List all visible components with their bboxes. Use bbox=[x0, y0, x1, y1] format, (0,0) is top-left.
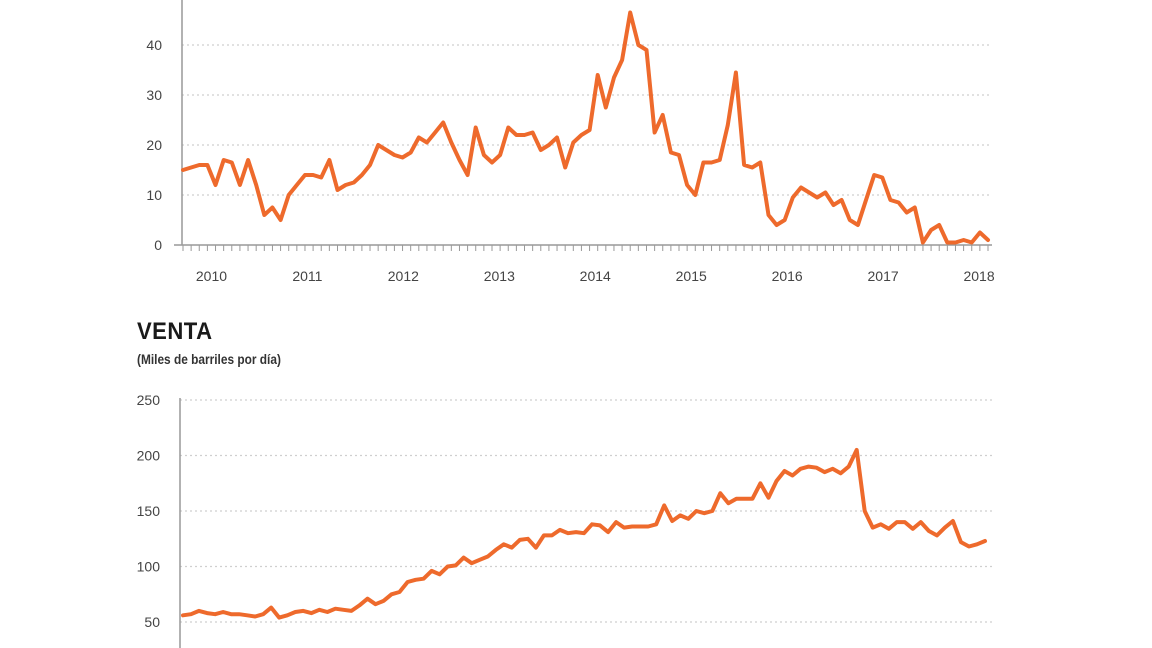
x-tick-label: 2013 bbox=[484, 268, 515, 284]
top-chart: 0 10 20 30 40 50 2010 2011 2012 2013 2014 2015 2016 2… bbox=[146, 0, 995, 284]
data-line bbox=[181, 10, 990, 245]
chart-title: VENTA bbox=[137, 318, 213, 345]
x-tick-label: 2018 bbox=[963, 268, 994, 284]
y-tick-label: 150 bbox=[137, 503, 161, 519]
chart-subtitle: (Miles de barriles por día) bbox=[137, 352, 281, 367]
x-tick-label: 2012 bbox=[388, 268, 419, 284]
y-tick-label: 200 bbox=[137, 448, 161, 464]
y-tick-label: 0 bbox=[154, 237, 162, 253]
y-tick-label: 30 bbox=[146, 87, 162, 103]
y-tick-label: 50 bbox=[146, 0, 162, 3]
x-tick-label: 2011 bbox=[292, 268, 322, 284]
y-tick-label: 50 bbox=[144, 614, 160, 630]
y-tick-label: 100 bbox=[137, 559, 161, 575]
x-tick-label: 2010 bbox=[196, 268, 227, 284]
venta-chart: 50 100 150 200 250 bbox=[137, 392, 992, 648]
y-tick-label: 20 bbox=[146, 137, 162, 153]
x-tick-label: 2014 bbox=[580, 268, 611, 284]
x-tick-label: 2017 bbox=[868, 268, 899, 284]
data-line bbox=[181, 447, 987, 620]
x-tick-label: 2015 bbox=[676, 268, 707, 284]
y-tick-label: 10 bbox=[146, 187, 162, 203]
y-tick-label: 40 bbox=[146, 37, 162, 53]
y-tick-label: 250 bbox=[137, 392, 161, 408]
x-tick-label: 2016 bbox=[772, 268, 803, 284]
